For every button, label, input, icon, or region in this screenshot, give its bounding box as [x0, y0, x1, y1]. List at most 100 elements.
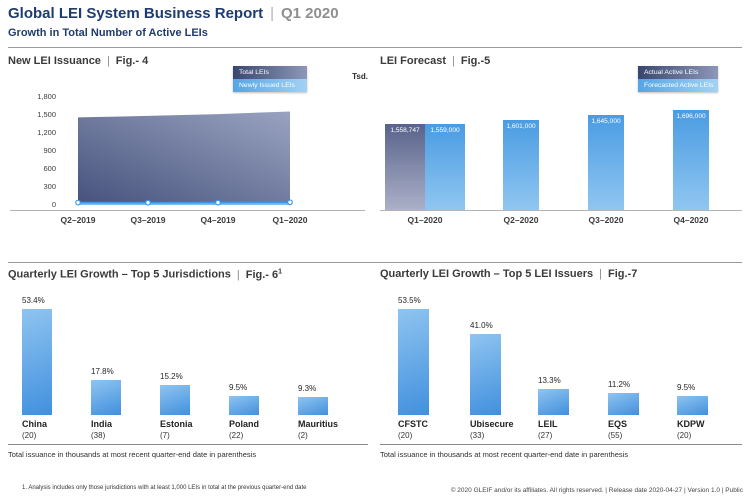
legend-item: Newly Issued LEIs [233, 79, 307, 92]
category-label: Ubisecure [470, 419, 514, 429]
report-title-row: Global LEI System Business Report | Q1 202… [8, 5, 339, 22]
growth-bar-kdpw [677, 396, 708, 415]
x-axis-label: Q3–2019 [130, 215, 166, 225]
data-point-marker [287, 199, 293, 206]
growth-bar-mauritius [298, 396, 328, 415]
total-leis-area [78, 111, 290, 205]
title-separator: | [270, 5, 274, 22]
legend-item: Forecasted Active LEIs [638, 79, 718, 92]
x-axis-label: Q2–2020 [503, 215, 539, 225]
chart-bottom-rule [380, 444, 742, 445]
category-label: KDPW [677, 419, 705, 429]
growth-bar-eqs [608, 392, 639, 415]
title-separator: | [236, 268, 240, 281]
growth-bar-ubisecure [470, 333, 501, 415]
category-label: India [91, 419, 113, 429]
chart-title-issuance: New LEI Issuance | Fig.- 4 [8, 55, 148, 67]
legend-issuance: Total LEIs Newly Issued LEIs [233, 66, 307, 92]
bar-percent-label: 53.5% [398, 295, 421, 305]
chart-title-text: Quarterly LEI Growth – Top 5 Jurisdictio… [8, 268, 231, 281]
title-separator: | [106, 55, 110, 67]
bar-percent-label: 41.0% [470, 320, 493, 330]
growth-bar-india [91, 379, 121, 415]
y-axis-tick-label: 900 [43, 146, 56, 155]
forecast-bar: 1,559,000 [425, 123, 465, 210]
category-count: (38) [91, 431, 106, 440]
chart-caption: Total issuance in thousands at most rece… [8, 450, 257, 459]
category-label: CFSTC [398, 419, 428, 429]
figure-number: Fig.- 61 [245, 268, 283, 281]
x-axis-label: Q1–2020 [407, 215, 443, 225]
figure-number: Fig.-7 [607, 268, 638, 280]
y-axis: 1,800 1,500 1,200 900 600 300 0 [12, 55, 56, 215]
y-axis-tick-label: 600 [43, 164, 56, 173]
bar-value-label: 1,696,000 [676, 113, 706, 120]
jurisdictions-plot-area: 53.4% China (20) 17.8% India (38) 15.2% Estonia… [8, 268, 368, 460]
bar-percent-label: 9.5% [677, 383, 696, 393]
legend-item: Actual Active LEIs [638, 66, 718, 79]
x-axis-line [380, 210, 742, 211]
x-axis-label: Q2–2019 [60, 215, 96, 225]
forecast-bar: 1,558,747 [385, 123, 425, 210]
issuance-chart-canvas [10, 111, 365, 211]
category-count: (7) [160, 431, 170, 440]
x-axis: Q2–2019 Q3–2019 Q4–2019 Q1–2020 [8, 215, 368, 229]
bar-value-label: 1,559,000 [430, 126, 460, 134]
category-count: (20) [398, 431, 413, 440]
y-axis-unit: Tsd. [352, 72, 368, 81]
data-point-marker [215, 199, 221, 206]
category-count: (27) [538, 431, 553, 440]
category-count: (2) [298, 431, 308, 440]
title-separator: | [599, 268, 602, 280]
report-title: Global LEI System Business Report [8, 5, 264, 22]
growth-bar-leil [538, 388, 569, 415]
chart-bottom-rule [8, 444, 368, 445]
figure-number: Fig.-5 [460, 55, 491, 67]
category-count: (20) [22, 431, 37, 440]
header-divider [8, 47, 742, 48]
legend-forecast: Actual Active LEIs Forecasted Active LEIs [638, 66, 718, 92]
data-point-marker [145, 199, 151, 206]
forecast-bar: 1,645,000 [588, 115, 624, 210]
forecast-plot-area: 1,558,747 1,559,000 1,601,000 1,645,000 1,69… [380, 55, 742, 240]
x-axis-label: Q1–2020 [272, 215, 308, 225]
growth-bar-estonia [160, 384, 190, 415]
category-count: (33) [470, 431, 485, 440]
x-axis-label: Q4–2020 [673, 215, 709, 225]
report-subtitle: Growth in Total Number of Active LEIs [8, 27, 208, 39]
chart-title-jurisdictions: Quarterly LEI Growth – Top 5 Jurisdictio… [8, 268, 282, 281]
footnote: 1. Analysis includes only those jurisdic… [22, 485, 307, 491]
y-axis-tick-label: 1,200 [37, 128, 56, 137]
data-point-marker [75, 199, 81, 206]
bar-percent-label: 15.2% [160, 371, 183, 381]
bar-percent-label: 17.8% [91, 366, 114, 376]
legend-item: Total LEIs [233, 66, 307, 79]
panel-lei-forecast: LEI Forecast | Fig.-5 1,558,747 1,559,000 1,… [380, 55, 742, 240]
figure-number: Fig.- 4 [115, 55, 149, 67]
category-label: Poland [229, 419, 260, 429]
chart-title-issuers: Quarterly LEI Growth – Top 5 LEI Issuers… [380, 268, 637, 280]
y-axis-tick-label: 300 [43, 182, 56, 191]
y-axis-tick-label: 1,800 [37, 92, 56, 101]
panel-top5-issuers: Quarterly LEI Growth – Top 5 LEI Issuers… [380, 268, 742, 460]
section-divider [8, 262, 742, 263]
category-count: (20) [677, 431, 692, 440]
category-count: (22) [229, 431, 244, 440]
chart-caption: Total issuance in thousands at most rece… [380, 450, 629, 459]
category-label: EQS [608, 419, 628, 429]
bar-value-label: 1,558,747 [390, 126, 420, 134]
x-axis-label: Q4–2019 [200, 215, 236, 225]
chart-title-text: Quarterly LEI Growth – Top 5 LEI Issuers [380, 268, 594, 280]
category-label: Mauritius [298, 419, 339, 429]
chart-title-forecast: LEI Forecast | Fig.-5 [380, 55, 490, 67]
growth-bar-china [22, 309, 52, 415]
chart-title-text: LEI Forecast [380, 55, 447, 67]
forecast-bar: 1,696,000 [673, 110, 709, 210]
forecast-bar: 1,601,000 [503, 119, 539, 210]
title-separator: | [452, 55, 455, 67]
x-axis: Q1–2020 Q2–2020 Q3–2020 Q4–2020 [380, 215, 742, 229]
bar-value-label: 1,645,000 [591, 118, 621, 126]
category-label: Estonia [160, 419, 193, 429]
category-count: (55) [608, 431, 623, 440]
